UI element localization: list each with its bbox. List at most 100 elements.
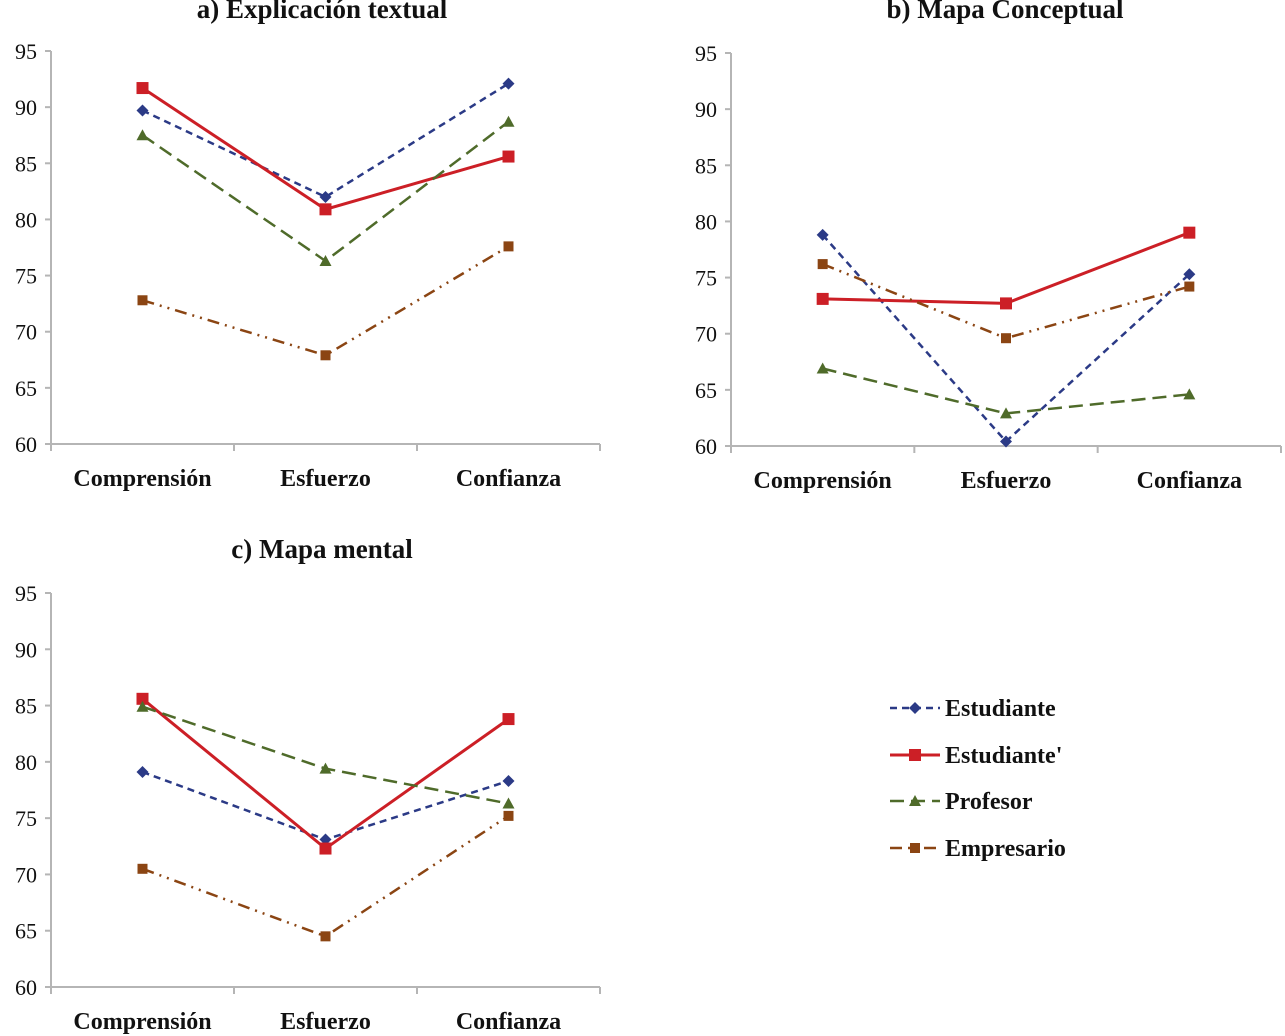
data-point: [319, 762, 332, 774]
chart-title: c) Mapa mental: [231, 534, 413, 564]
data-point: [137, 295, 148, 306]
series-estudiante-prime: [136, 692, 515, 855]
legend-marker: [909, 795, 921, 806]
series-line: [141, 697, 510, 851]
series-estudiante-prime: [816, 226, 1196, 310]
y-tick-label: 65: [695, 378, 717, 403]
chart-title: a) Explicación textual: [197, 0, 448, 24]
legend-entry: Estudiante': [890, 743, 1062, 769]
data-point: [817, 259, 828, 270]
chart-panel-3: c) Mapa mental 60 65 70 75 80 85 90 95 Comprensió…: [15, 534, 601, 1035]
data-point: [320, 350, 331, 361]
series-empresario: [137, 241, 514, 361]
legend-label: Estudiante: [945, 696, 1056, 722]
y-tick-label: 75: [15, 264, 37, 289]
x-tick-label: Esfuerzo: [961, 468, 1052, 494]
data-point: [1001, 333, 1011, 344]
legend-marker: [909, 702, 921, 714]
y-tick-label: 60: [15, 432, 37, 457]
series-line: [142, 770, 509, 841]
legend-entry: Estudiante: [890, 696, 1056, 722]
series-line: [141, 82, 510, 199]
y-tick-label: 90: [695, 97, 717, 122]
data-point: [1000, 407, 1012, 419]
y-tick-label: 90: [15, 95, 37, 120]
x-tick-label: Comprensión: [754, 468, 892, 494]
y-tick-label: 70: [15, 320, 37, 345]
x-tick-label: Comprensión: [73, 1009, 211, 1035]
y-tick-label: 80: [695, 209, 717, 234]
data-point: [136, 129, 149, 141]
y-tick-label: 85: [15, 694, 37, 719]
legend-entry: Profesor: [890, 789, 1033, 815]
y-tick-label: 85: [695, 153, 717, 178]
y-tick-label: 95: [15, 581, 37, 606]
data-point: [502, 797, 515, 809]
data-point: [1183, 268, 1196, 281]
x-tick-label: Esfuerzo: [280, 466, 371, 492]
x-tick-label: Confianza: [1137, 468, 1242, 494]
data-point: [503, 241, 514, 252]
x-tick-label: Comprensión: [73, 466, 211, 492]
data-point: [502, 713, 515, 726]
series-profesor: [136, 700, 515, 809]
x-tick-label: Confianza: [456, 466, 561, 492]
series-estudiante-prime: [136, 82, 515, 216]
data-point: [137, 863, 148, 874]
legend-marker: [909, 749, 921, 761]
data-point: [319, 203, 332, 216]
y-tick-label: 70: [695, 322, 717, 347]
data-point: [816, 292, 829, 305]
data-point: [502, 77, 515, 90]
data-point: [1183, 388, 1196, 400]
legend: Estudiante Estudiante' Profesor Empresario: [890, 696, 1066, 862]
data-point: [319, 842, 332, 855]
y-tick-label: 75: [15, 806, 37, 831]
series-line: [822, 231, 1190, 305]
y-tick-label: 80: [15, 750, 37, 775]
series-empresario: [817, 259, 1195, 344]
data-point: [502, 115, 515, 127]
data-point: [320, 931, 331, 942]
y-tick-label: 75: [695, 266, 717, 291]
series-line: [822, 367, 1190, 415]
legend-label: Empresario: [945, 836, 1066, 862]
series-estudiante: [816, 228, 1196, 448]
x-tick-label: Confianza: [456, 1009, 561, 1035]
y-tick-label: 90: [15, 637, 37, 662]
legend-label: Profesor: [945, 789, 1033, 815]
data-point: [136, 700, 149, 712]
data-point: [136, 82, 149, 95]
data-point: [319, 190, 332, 203]
data-point: [816, 362, 829, 374]
y-tick-label: 60: [15, 975, 37, 1000]
y-tick-label: 85: [15, 151, 37, 176]
chart-panel-2: b) Mapa Conceptual 60 65 70 75 80 85 90 95 Compre…: [695, 0, 1282, 494]
legend-marker: [910, 843, 920, 853]
x-tick-label: Esfuerzo: [280, 1009, 371, 1035]
data-point: [1000, 297, 1012, 310]
series-estudiante: [136, 77, 515, 203]
legend-entry: Empresario: [890, 836, 1066, 862]
series-estudiante: [136, 765, 515, 846]
series-empresario: [137, 810, 514, 942]
y-tick-label: 60: [695, 434, 717, 459]
y-tick-label: 70: [15, 862, 37, 887]
series-line: [142, 245, 510, 357]
data-point: [319, 254, 332, 266]
data-point: [136, 765, 149, 778]
legend-label: Estudiante': [945, 743, 1062, 769]
series-line: [142, 814, 510, 938]
data-point: [136, 692, 149, 705]
y-tick-label: 80: [15, 207, 37, 232]
series-profesor: [136, 115, 515, 266]
data-point: [1183, 226, 1196, 239]
data-point: [1000, 435, 1012, 448]
y-tick-label: 65: [15, 376, 37, 401]
data-point: [503, 810, 514, 821]
y-tick-label: 65: [15, 919, 37, 944]
y-tick-label: 95: [15, 39, 37, 64]
data-point: [502, 774, 515, 787]
series-line: [142, 705, 509, 805]
